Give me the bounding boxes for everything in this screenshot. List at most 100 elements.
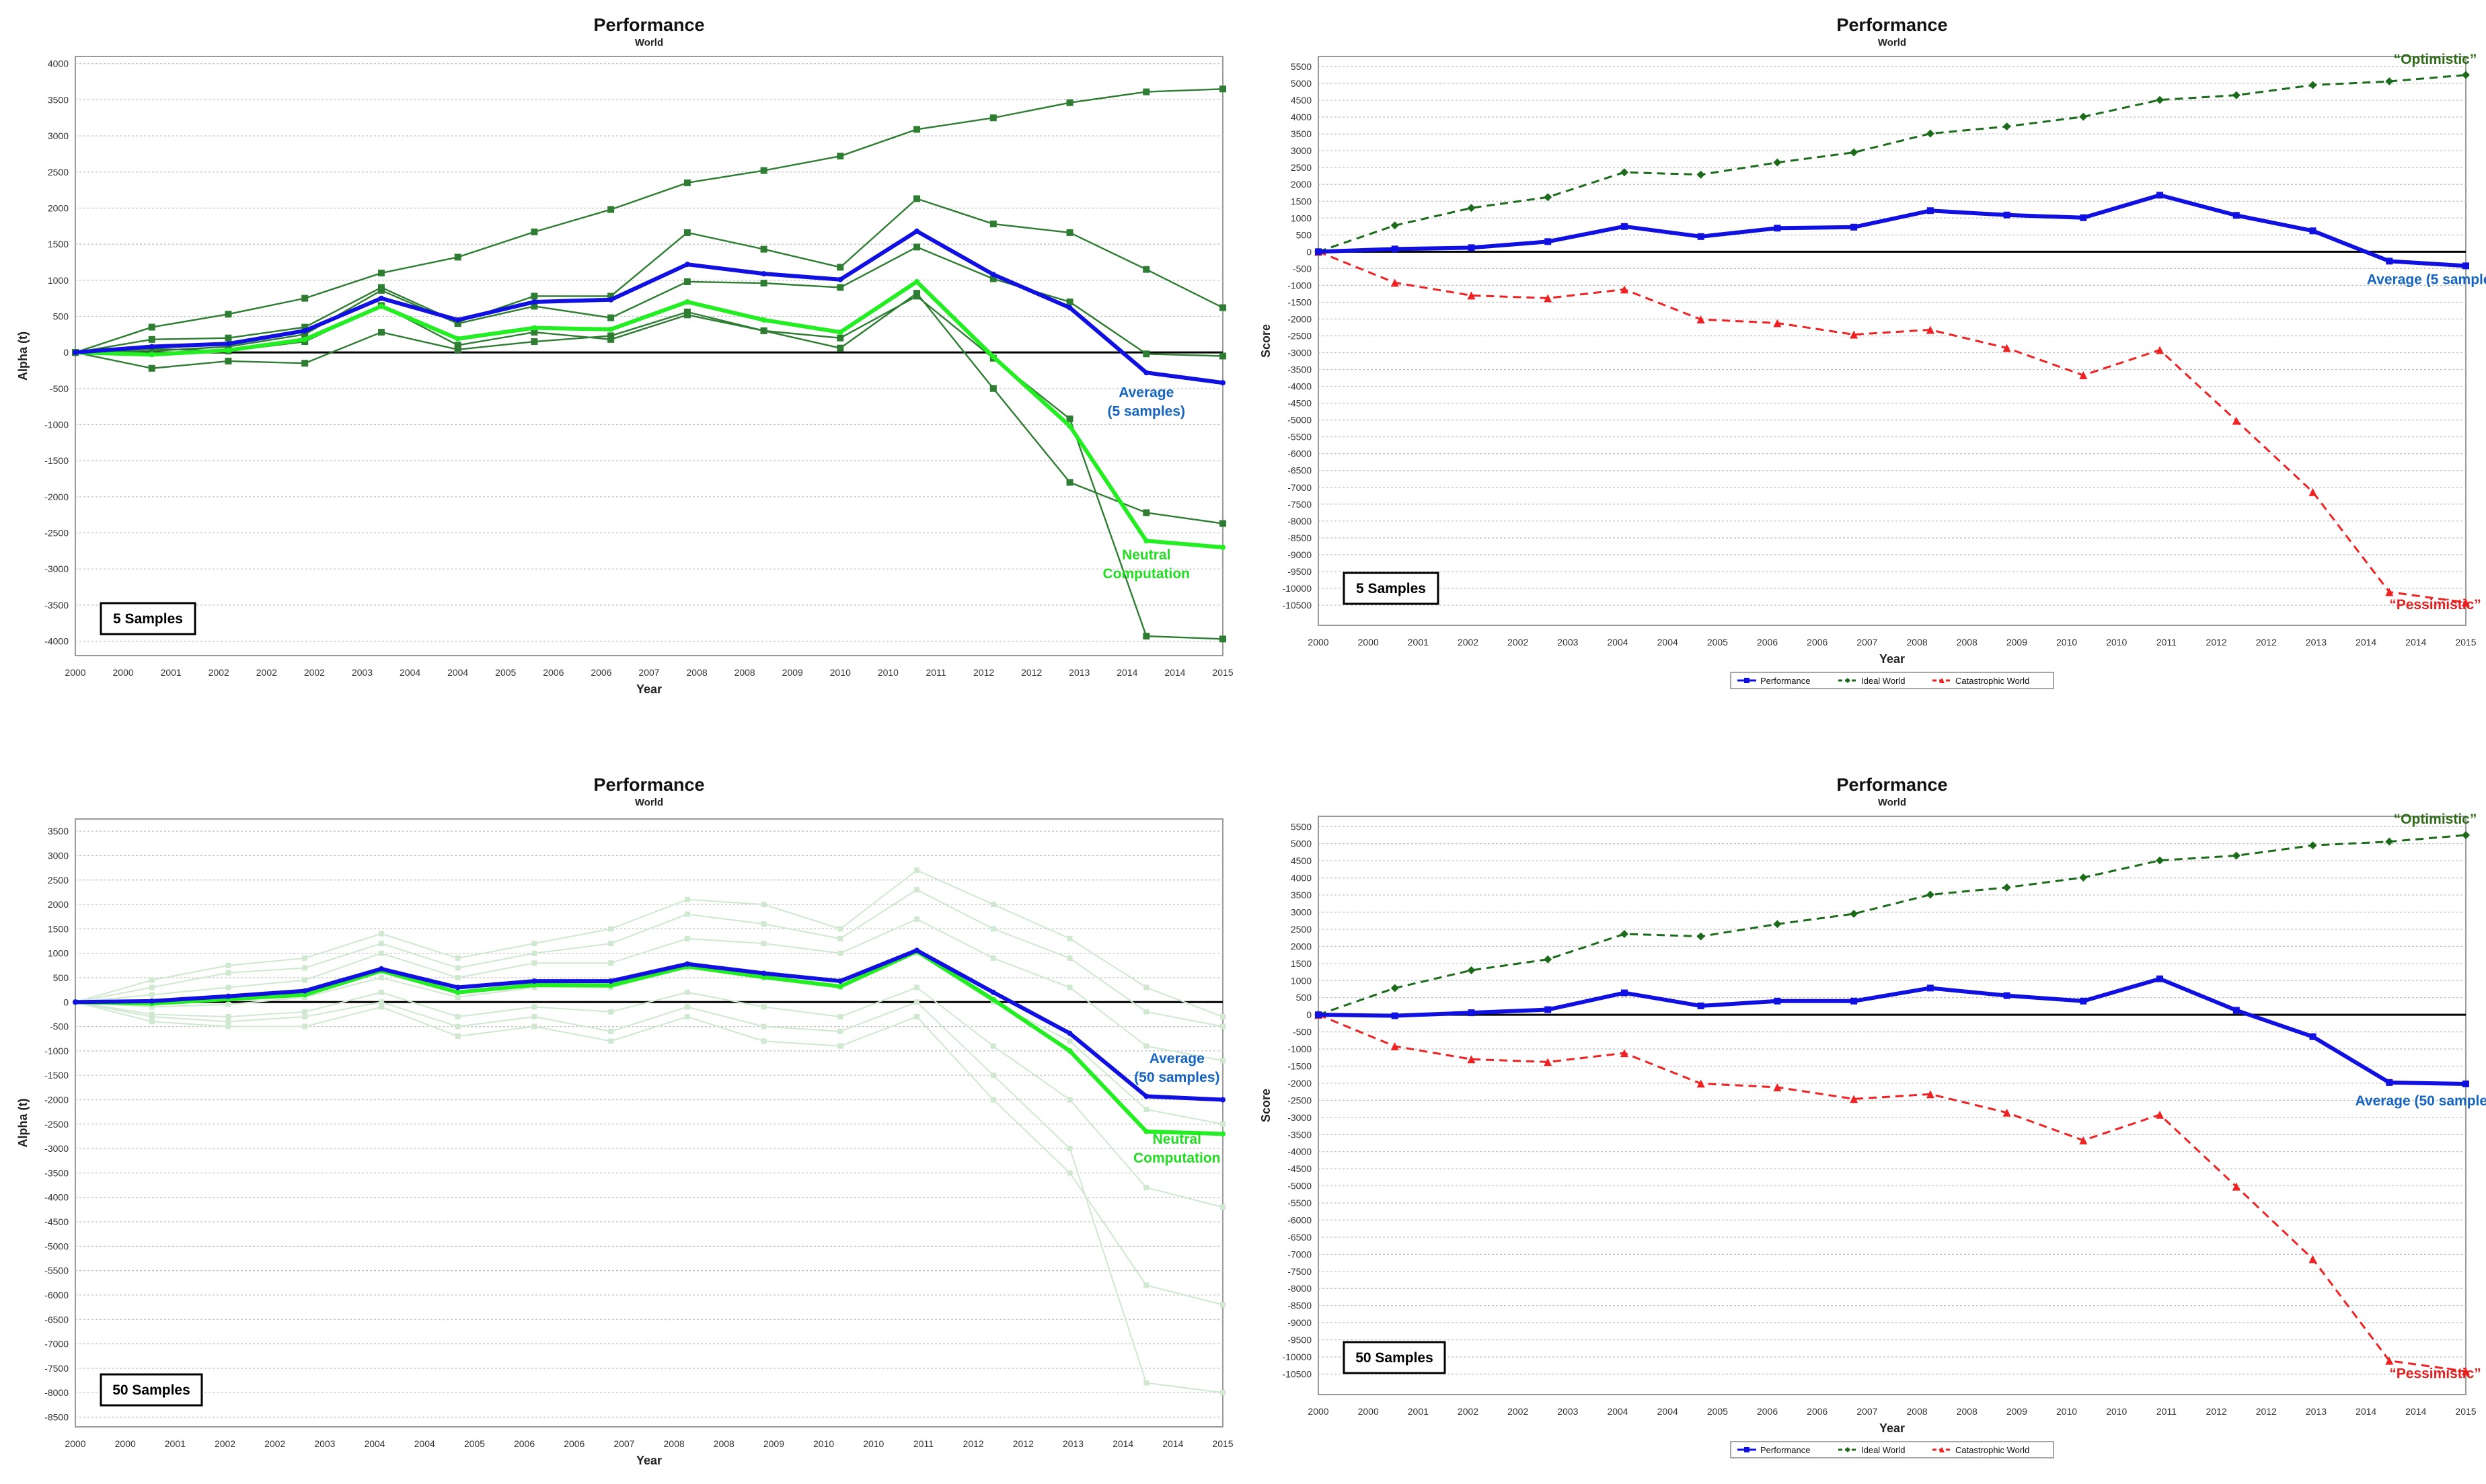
x-tick-label: 2010 xyxy=(878,667,899,678)
data-point xyxy=(837,284,844,291)
data-point xyxy=(531,292,538,300)
data-point xyxy=(531,1023,537,1029)
data-point xyxy=(1390,221,1399,230)
data-point xyxy=(225,341,231,347)
x-tick-label: 2011 xyxy=(926,667,946,678)
data-point xyxy=(301,360,309,367)
y-tick-label: 2500 xyxy=(48,875,69,886)
x-tick-label: 2008 xyxy=(1957,1406,1978,1417)
data-point xyxy=(149,352,155,358)
data-point xyxy=(302,1009,308,1015)
data-point xyxy=(1544,193,1552,202)
data-point xyxy=(1926,129,1934,138)
data-point xyxy=(990,1097,996,1103)
data-point xyxy=(531,978,537,984)
data-point xyxy=(760,280,767,287)
data-point xyxy=(1773,158,1782,167)
data-point xyxy=(1067,1170,1073,1176)
data-point xyxy=(149,984,155,990)
x-tick-label: 2011 xyxy=(913,1438,934,1449)
y-tick-label: 0 xyxy=(1306,1009,1312,1020)
alpha-chart-50-samples: Performance World 3500 3000 2500 2000 1500 1000… xyxy=(16,775,1234,1467)
data-point xyxy=(760,327,767,334)
data-point xyxy=(837,935,843,941)
data-point xyxy=(1620,168,1628,177)
data-point xyxy=(2462,71,2470,79)
y-tick-label: -9500 xyxy=(1287,566,1312,577)
data-point xyxy=(913,195,921,202)
data-point xyxy=(1390,1042,1399,1050)
data-point xyxy=(837,153,844,160)
data-point xyxy=(683,229,691,236)
data-point xyxy=(301,295,309,302)
data-point xyxy=(302,988,308,994)
y-tick-label: 500 xyxy=(1296,992,1312,1003)
data-point xyxy=(684,935,690,941)
y-tick-label: -9500 xyxy=(1287,1335,1312,1345)
annotation-avg: Average (50 samples) xyxy=(2356,1093,2486,1109)
x-tick-label: 2010 xyxy=(2056,637,2077,648)
y-tick-label: -8500 xyxy=(44,1411,69,1422)
y-tick-label: 3500 xyxy=(48,826,69,836)
data-point xyxy=(1143,1043,1150,1049)
data-point xyxy=(378,303,384,309)
data-point xyxy=(1697,1002,1704,1009)
y-tick-label: -5500 xyxy=(1287,1198,1312,1208)
series-average xyxy=(73,228,1226,386)
legend-label: Performance xyxy=(1760,676,1810,686)
data-point xyxy=(607,292,615,300)
data-point xyxy=(302,1014,308,1020)
data-point xyxy=(913,292,921,300)
data-point xyxy=(1220,1204,1226,1210)
y-tick-label: 4000 xyxy=(1291,112,1312,122)
y-tick-label: -3000 xyxy=(44,563,69,574)
data-point xyxy=(148,323,155,331)
y-tick-label: -6000 xyxy=(1287,448,1312,459)
series-line xyxy=(75,918,1223,1062)
y-tick-label: 2500 xyxy=(1291,924,1312,935)
data-point xyxy=(990,1043,996,1049)
series-ideal-world xyxy=(1314,830,2470,1019)
data-point xyxy=(1143,633,1150,640)
annotation-avg: Average (5 samples) xyxy=(1107,385,1185,420)
y-tick-label: 500 xyxy=(53,972,69,983)
data-point xyxy=(531,329,538,336)
data-point xyxy=(1620,223,1628,230)
x-tick-label: 2007 xyxy=(613,1438,634,1449)
samples-box xyxy=(1343,572,1439,605)
data-point xyxy=(531,1004,537,1010)
data-point xyxy=(531,303,538,310)
x-tick-label: 2013 xyxy=(1069,667,1090,678)
data-point xyxy=(1850,910,1858,919)
y-tick-label: 1000 xyxy=(48,948,69,959)
annotation-avg: Average (50 samples) xyxy=(1134,1051,1219,1085)
annotation-line: (50 samples) xyxy=(1134,1070,1219,1085)
data-point xyxy=(608,982,614,988)
data-point xyxy=(990,272,996,278)
data-point xyxy=(225,1023,231,1029)
annotation-line: “Optimistic” xyxy=(2394,812,2477,827)
data-point xyxy=(1220,1390,1226,1396)
legend-box xyxy=(1730,672,2054,689)
y-tick-label: -7500 xyxy=(1287,499,1312,510)
y-tick-label: -6000 xyxy=(1287,1214,1312,1225)
x-tick-label: 2004 xyxy=(1657,637,1678,648)
data-point xyxy=(1220,1121,1226,1127)
data-point xyxy=(1219,304,1226,311)
data-point xyxy=(837,1043,843,1049)
data-point xyxy=(455,955,461,961)
y-tick-label: -4000 xyxy=(1287,381,1312,392)
data-point xyxy=(225,1019,231,1025)
data-point xyxy=(761,271,767,277)
data-point xyxy=(914,278,920,284)
data-point xyxy=(684,896,690,902)
y-axis-title: Alpha (t) xyxy=(16,331,30,381)
y-axis-title: Score xyxy=(1259,1089,1273,1122)
x-tick-label: 2011 xyxy=(2156,1406,2177,1417)
data-point xyxy=(302,955,308,961)
x-tick-label: 2002 xyxy=(1458,1406,1478,1417)
y-tick-label: -8500 xyxy=(1287,1300,1312,1311)
data-point xyxy=(1220,1014,1226,1020)
x-tick-label: 2009 xyxy=(763,1438,784,1449)
data-point xyxy=(1066,415,1074,422)
